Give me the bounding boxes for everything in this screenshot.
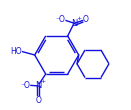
Text: +: + (40, 79, 46, 84)
Text: O: O (83, 16, 89, 25)
Text: ⁻O: ⁻O (20, 81, 30, 90)
Text: N: N (71, 19, 78, 28)
Text: O: O (36, 96, 42, 105)
Text: HO: HO (10, 47, 22, 56)
Text: +: + (76, 16, 81, 21)
Text: N: N (35, 81, 42, 90)
Text: ⁻O: ⁻O (56, 16, 66, 25)
